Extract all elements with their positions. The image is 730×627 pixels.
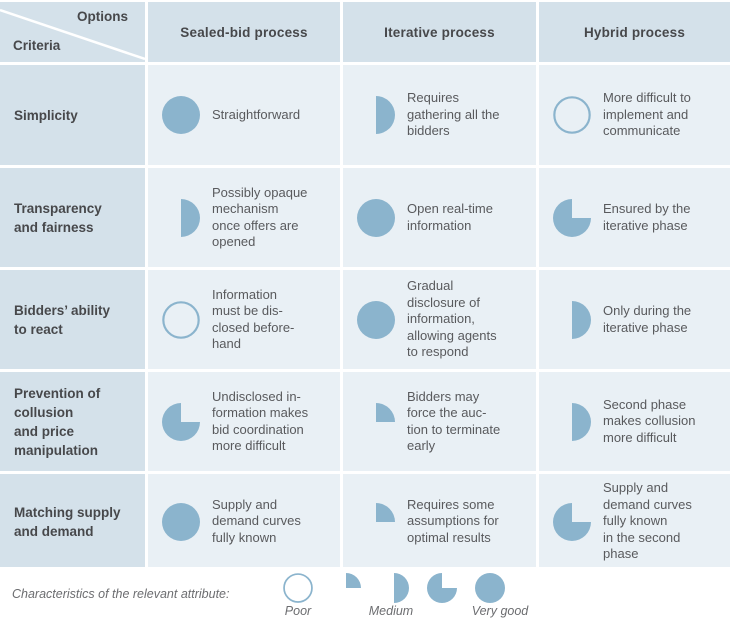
rating-good-icon — [553, 198, 591, 237]
rating-poor-icon — [162, 300, 200, 339]
cell-bidders-ability-sealed-bid: Information must be dis- closed before- … — [148, 270, 340, 369]
legend-label-medium: Medium — [368, 604, 414, 618]
rating-good-icon — [553, 502, 591, 541]
cell-text: Bidders may force the auc- tion to termi… — [407, 388, 501, 454]
column-header-sealed-bid: Sealed-bid process — [148, 2, 340, 62]
cell-simplicity-sealed-bid: Straightforward — [148, 65, 340, 165]
rating-fair-icon — [357, 402, 395, 441]
legend-very-good-icon — [475, 573, 505, 603]
cell-text: Second phase makes collusion more diffic… — [603, 396, 696, 445]
cell-text: Requires gathering all the bidders — [407, 90, 500, 139]
rating-good-icon — [162, 402, 200, 441]
cell-transparency-sealed-bid: Possibly opaque mechanism once offers ar… — [148, 168, 340, 267]
cell-transparency-hybrid: Ensured by the iterative phase — [539, 168, 730, 267]
cell-text: Information must be dis- closed before- … — [212, 286, 295, 352]
cell-matching-iterative: Requires some assumptions for optimal re… — [343, 474, 536, 569]
cell-simplicity-hybrid: More difficult to implement and communic… — [539, 65, 730, 165]
options-label: Options — [77, 9, 128, 24]
diagonal-divider — [0, 8, 145, 61]
cell-transparency-iterative: Open real-time information — [343, 168, 536, 267]
row-header-prevention-of-collusion: Prevention of collusion and price manipu… — [0, 372, 145, 471]
cell-text: Supply and demand curves fully known — [212, 496, 301, 545]
cell-collusion-sealed-bid: Undisclosed in- formation makes bid coor… — [148, 372, 340, 471]
legend: Characteristics of the relevant attribut… — [0, 567, 730, 627]
legend-poor-icon — [283, 573, 313, 603]
rating-very-good-icon — [162, 502, 200, 541]
rating-medium-icon — [162, 198, 200, 237]
rating-medium-icon — [357, 96, 395, 134]
cell-text: Gradual disclosure of information, allow… — [407, 278, 497, 360]
cell-bidders-ability-hybrid: Only during the iterative phase — [539, 270, 730, 369]
cell-text: Possibly opaque mechanism once offers ar… — [212, 184, 308, 250]
cell-collusion-iterative: Bidders may force the auc- tion to termi… — [343, 372, 536, 471]
cell-text: Only during the iterative phase — [603, 303, 692, 335]
row-header-matching-supply-and-demand: Matching supply and demand — [0, 474, 145, 569]
criteria-label: Criteria — [13, 38, 61, 53]
cell-simplicity-iterative: Requires gathering all the bidders — [343, 65, 536, 165]
cell-text: Ensured by the iterative phase — [603, 201, 691, 233]
rating-very-good-icon — [357, 198, 395, 237]
cell-text: More difficult to implement and communic… — [603, 90, 691, 139]
cell-text: Undisclosed in- formation makes bid coor… — [212, 388, 309, 454]
corner-cell: Options Criteria — [0, 2, 145, 62]
column-header-iterative: Iterative process — [343, 2, 536, 62]
cell-matching-hybrid: Supply and demand curves fully known in … — [539, 474, 730, 569]
rating-fair-icon — [357, 502, 395, 541]
cell-bidders-ability-iterative: Gradual disclosure of information, allow… — [343, 270, 536, 369]
cell-text: Requires some assumptions for optimal re… — [407, 496, 499, 545]
comparison-table: Options Criteria Sealed-bid process Iter… — [0, 2, 730, 569]
legend-label-very-good: Very good — [471, 604, 529, 618]
legend-three-quarter-icon — [427, 573, 457, 603]
cell-text: Open real-time information — [407, 201, 493, 233]
rating-poor-icon — [553, 96, 591, 134]
legend-label-poor: Poor — [284, 604, 312, 618]
cell-collusion-hybrid: Second phase makes collusion more diffic… — [539, 372, 730, 471]
legend-quarter-icon — [331, 573, 361, 603]
rating-medium-icon — [553, 402, 591, 441]
row-header-transparency-and-fairness: Transparency and fairness — [0, 168, 145, 267]
row-header-bidders-ability-to-react: Bidders’ ability to react — [0, 270, 145, 369]
legend-medium-icon — [379, 573, 409, 603]
rating-very-good-icon — [162, 96, 200, 134]
cell-text: Straightforward — [212, 106, 301, 122]
legend-caption: Characteristics of the relevant attribut… — [12, 587, 230, 601]
column-header-hybrid: Hybrid process — [539, 2, 730, 62]
row-header-simplicity: Simplicity — [0, 65, 145, 165]
rating-very-good-icon — [357, 300, 395, 339]
rating-medium-icon — [553, 300, 591, 339]
cell-text: Supply and demand curves fully known in … — [603, 480, 692, 562]
cell-matching-sealed-bid: Supply and demand curves fully known — [148, 474, 340, 569]
